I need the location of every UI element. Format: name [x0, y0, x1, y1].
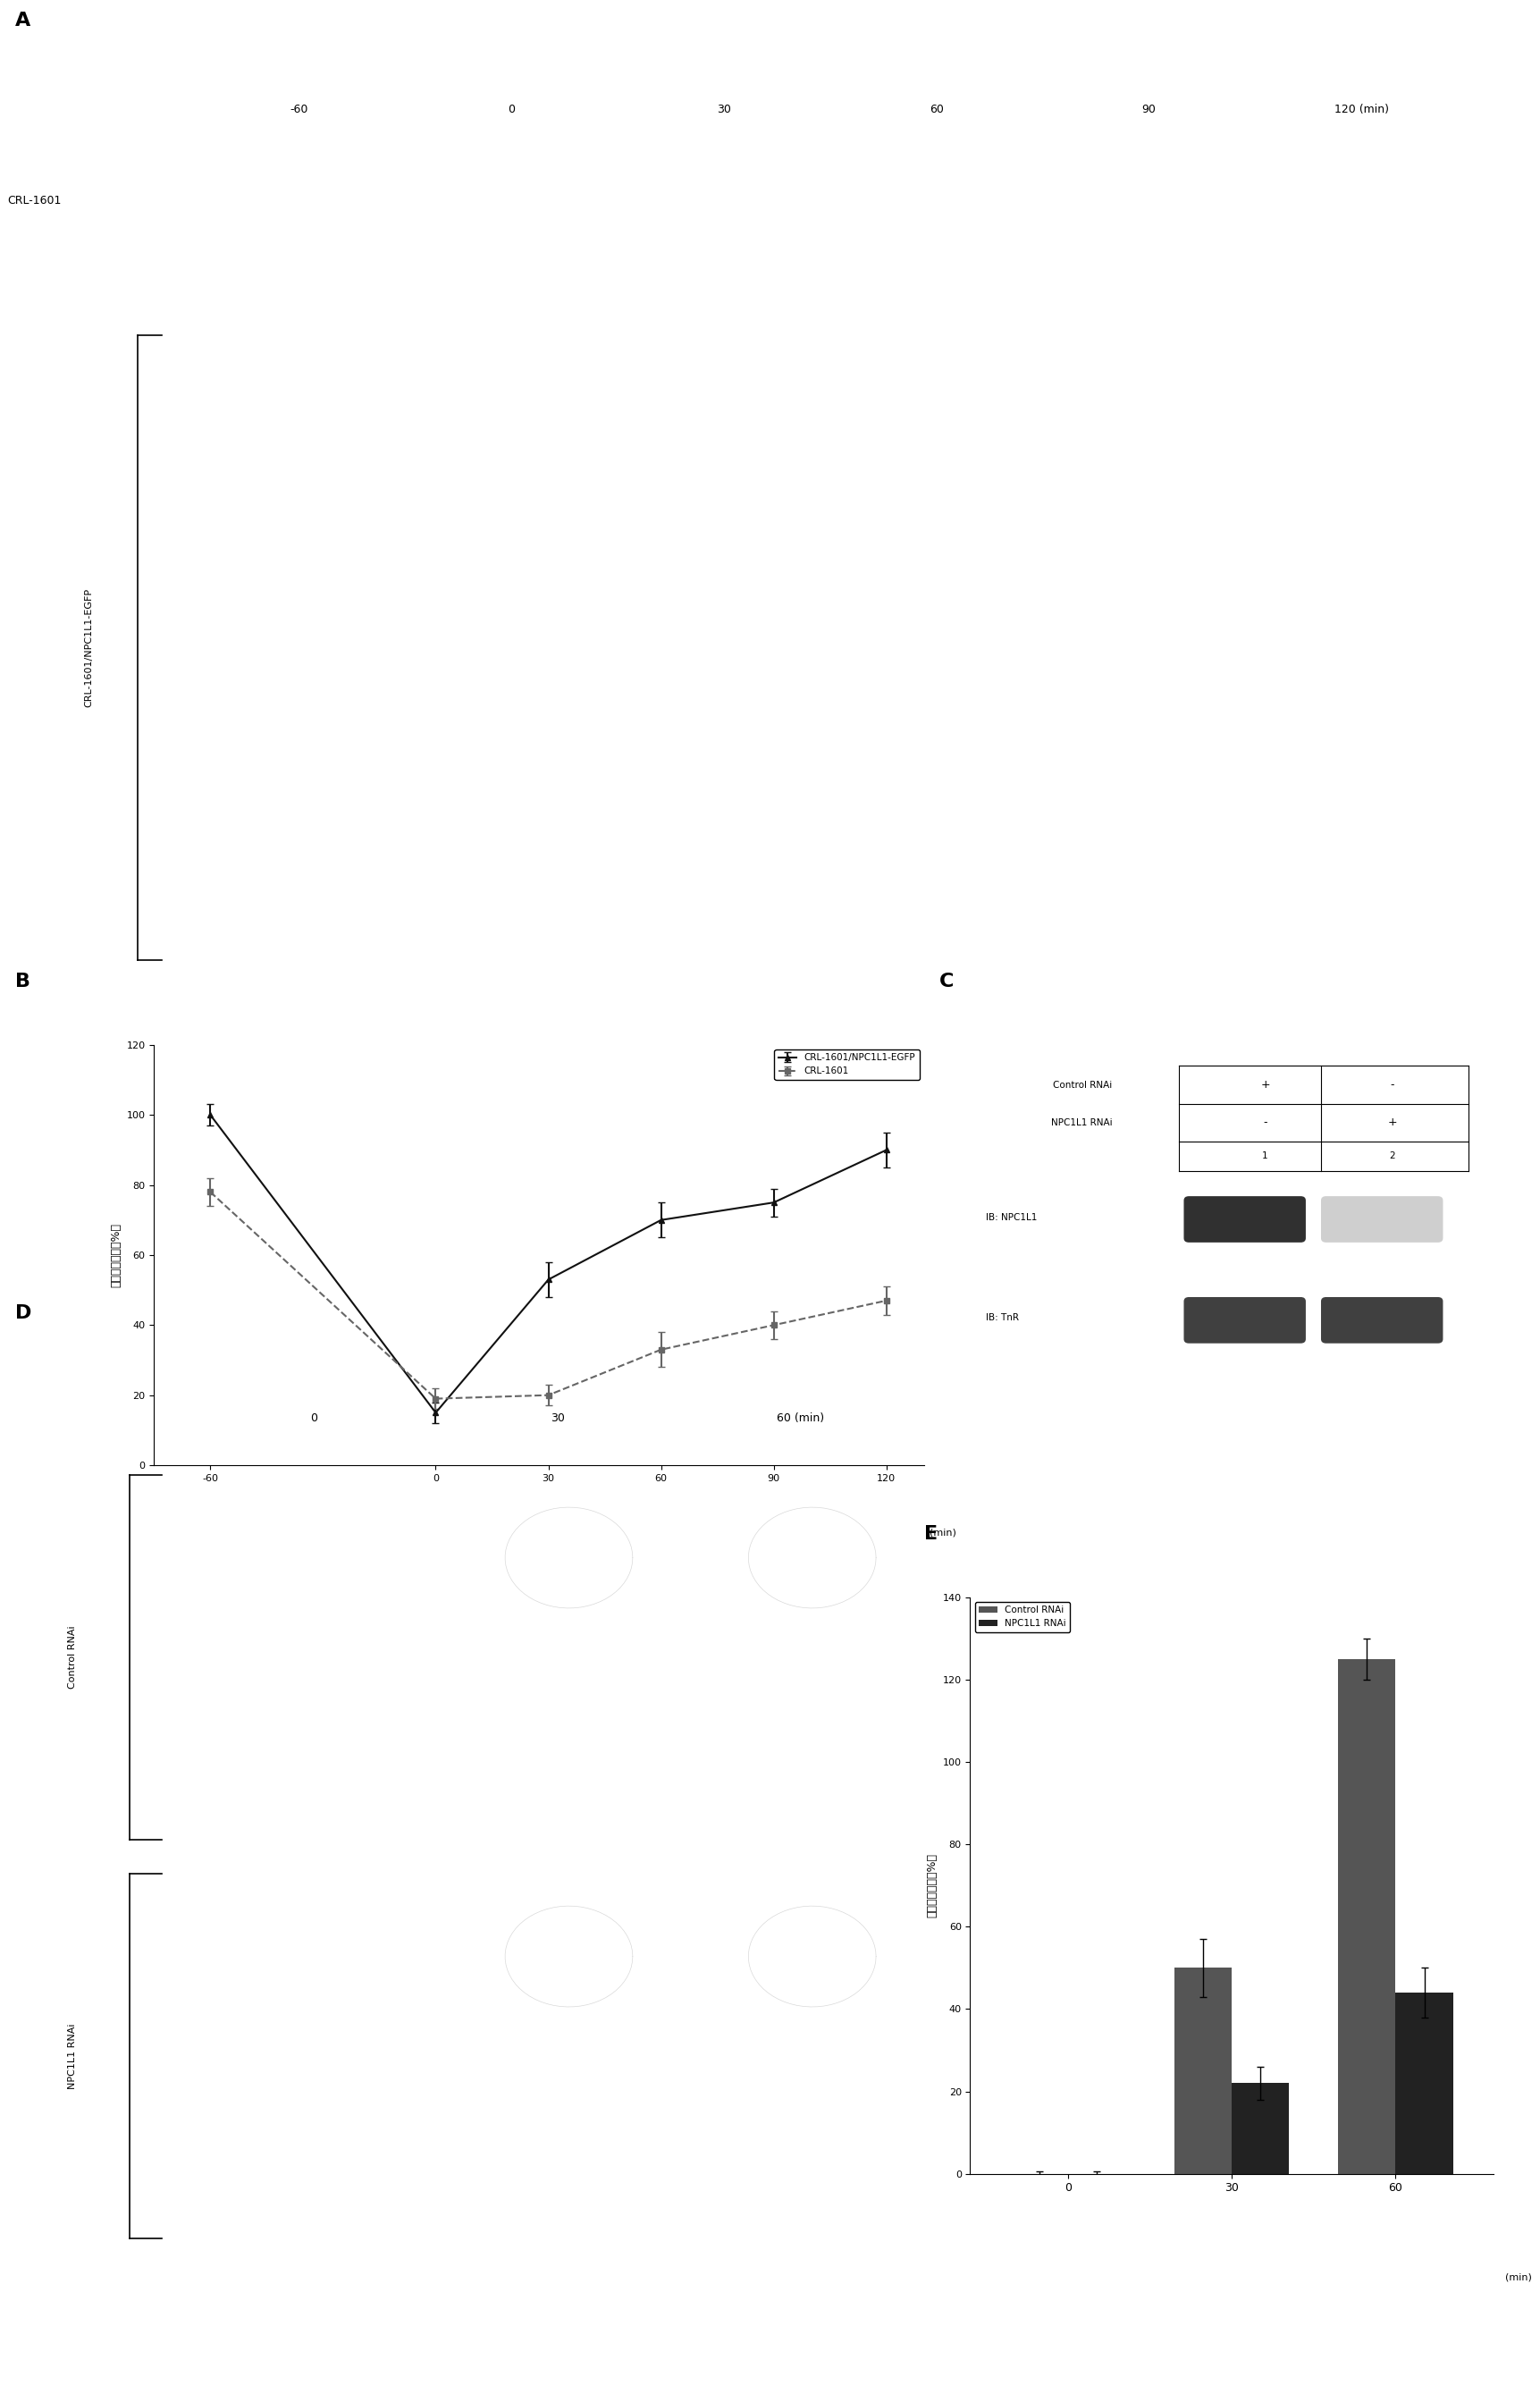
Text: 90: 90 — [1141, 103, 1157, 115]
Text: A: A — [15, 12, 31, 29]
Bar — [1175, 1967, 1232, 2174]
Text: NPC1L1 RNAi: NPC1L1 RNAi — [1052, 1119, 1113, 1127]
Text: -: - — [1391, 1078, 1394, 1091]
Bar — [1338, 1660, 1395, 2174]
FancyBboxPatch shape — [1184, 1196, 1306, 1242]
FancyBboxPatch shape — [1184, 1297, 1306, 1343]
Text: +: + — [1260, 1078, 1270, 1091]
Text: D: D — [15, 1304, 32, 1321]
Text: 30: 30 — [550, 1412, 565, 1424]
Text: DIC: DIC — [209, 1828, 225, 1835]
Text: B: B — [15, 973, 31, 990]
Text: 0: 0 — [311, 1412, 317, 1424]
FancyBboxPatch shape — [1321, 1297, 1443, 1343]
Text: (min): (min) — [1505, 2272, 1532, 2282]
Bar — [1232, 2083, 1289, 2174]
Text: DIC: DIC — [209, 2227, 225, 2234]
Text: NPC1L1: NPC1L1 — [208, 728, 242, 737]
Text: E: E — [924, 1525, 938, 1542]
Text: 60: 60 — [929, 103, 944, 115]
Text: Control RNAi: Control RNAi — [1052, 1081, 1112, 1088]
Y-axis label: 细胞总胆固醇（%）: 细胞总胆固醇（%） — [926, 1854, 938, 1917]
Text: CRL-1601: CRL-1601 — [8, 195, 62, 207]
Text: C: C — [939, 973, 955, 990]
Legend: Control RNAi, NPC1L1 RNAi: Control RNAi, NPC1L1 RNAi — [975, 1602, 1070, 1631]
Text: 120 (min): 120 (min) — [1334, 103, 1389, 115]
Text: Chol: Chol — [209, 1629, 228, 1638]
Text: Chol: Chol — [208, 504, 228, 514]
FancyBboxPatch shape — [1321, 1196, 1443, 1242]
Text: +: + — [1388, 1117, 1397, 1129]
Text: 1: 1 — [1263, 1153, 1267, 1160]
Y-axis label: 细胞总胆固醇（%）: 细胞总胆固醇（%） — [109, 1223, 122, 1287]
Text: 合并: 合并 — [208, 951, 219, 961]
Text: IB: TnR: IB: TnR — [986, 1314, 1018, 1324]
Text: (min): (min) — [930, 1528, 956, 1537]
Text: 30: 30 — [716, 103, 732, 115]
Text: 2: 2 — [1389, 1153, 1395, 1160]
Text: Chol: Chol — [209, 2027, 228, 2037]
Text: -: - — [1263, 1117, 1267, 1129]
Text: IB: NPC1L1: IB: NPC1L1 — [986, 1213, 1036, 1223]
Text: -60: -60 — [290, 103, 308, 115]
Legend: CRL-1601/NPC1L1-EGFP, CRL-1601: CRL-1601/NPC1L1-EGFP, CRL-1601 — [775, 1050, 919, 1078]
Text: 60 (min): 60 (min) — [778, 1412, 824, 1424]
Text: 0: 0 — [508, 103, 514, 115]
Bar — [1395, 1994, 1452, 2174]
Text: Chol: Chol — [208, 281, 228, 291]
Text: NPC1L1 RNAi: NPC1L1 RNAi — [68, 2022, 77, 2090]
Text: CRL-1601/NPC1L1-EGFP: CRL-1601/NPC1L1-EGFP — [85, 588, 94, 706]
Text: Control RNAi: Control RNAi — [68, 1626, 77, 1689]
